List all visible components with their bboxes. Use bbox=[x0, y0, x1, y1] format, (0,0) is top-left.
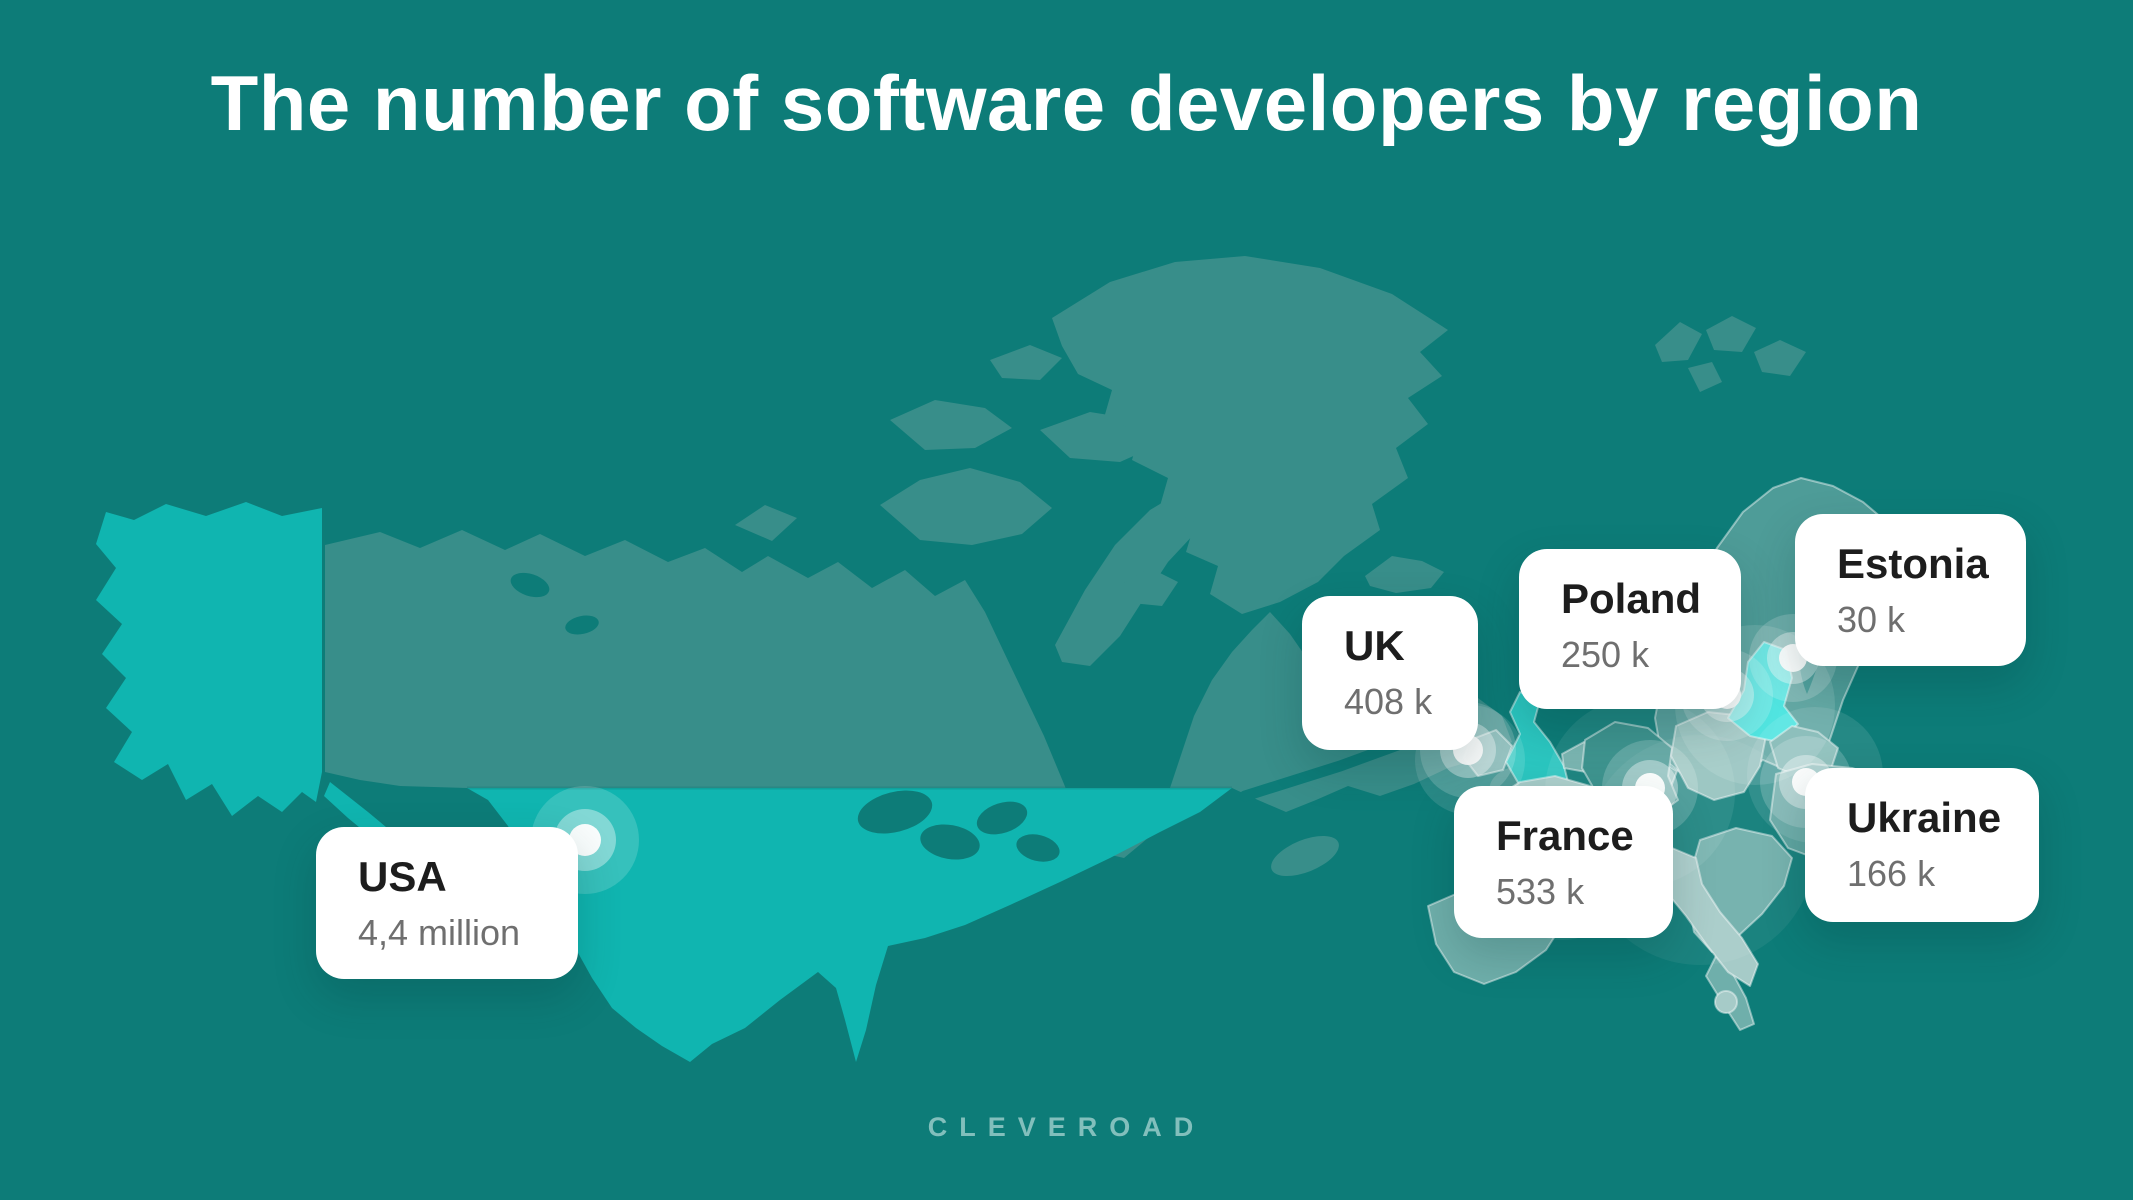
region-name: France bbox=[1496, 812, 1634, 859]
region-value: 533 k bbox=[1496, 871, 1585, 913]
region-card-usa: USA 4,4 million bbox=[316, 827, 578, 979]
baltics-shape bbox=[1727, 641, 1799, 743]
lake-shape bbox=[510, 572, 550, 598]
cleveroad-wordmark: CLEVEROAD bbox=[927, 1112, 1206, 1142]
region-name: UK bbox=[1344, 622, 1405, 669]
iceland-shape bbox=[1365, 556, 1444, 593]
poland-shape bbox=[1670, 711, 1767, 801]
region-value: 250 k bbox=[1561, 634, 1650, 676]
region-name: Estonia bbox=[1837, 540, 1989, 587]
region-card-france: France 533 k bbox=[1454, 786, 1673, 938]
region-value: 30 k bbox=[1837, 599, 1906, 641]
greenland-shape bbox=[1052, 256, 1448, 614]
region-value: 4,4 million bbox=[358, 912, 521, 954]
arctic-island bbox=[1120, 568, 1178, 606]
arctic-island bbox=[735, 505, 797, 541]
region-value: 408 k bbox=[1344, 681, 1433, 723]
region-card-poland: Poland 250 k bbox=[1519, 549, 1741, 709]
region-value: 166 k bbox=[1847, 853, 1936, 895]
great-lakes bbox=[857, 790, 1060, 862]
region-name: USA bbox=[358, 853, 447, 900]
alaska-shape bbox=[96, 502, 322, 816]
sicily-shape bbox=[1714, 990, 1738, 1014]
arctic-island bbox=[880, 468, 1052, 545]
region-name: Ukraine bbox=[1847, 794, 2002, 841]
arctic-island bbox=[990, 345, 1062, 380]
svalbard-islands bbox=[1655, 316, 1806, 392]
region-name: Poland bbox=[1561, 575, 1702, 622]
island-shape bbox=[1271, 835, 1339, 877]
arctic-island bbox=[890, 400, 1012, 450]
page-title: The number of software developers by reg… bbox=[210, 59, 1923, 147]
region-card-uk: UK 408 k bbox=[1302, 596, 1478, 750]
region-card-ukraine: Ukraine 166 k bbox=[1805, 768, 2039, 922]
baffin-island bbox=[1055, 492, 1205, 666]
region-card-estonia: Estonia 30 k bbox=[1795, 514, 2026, 666]
lake-shape bbox=[565, 615, 599, 635]
canada-shape bbox=[325, 530, 1512, 858]
